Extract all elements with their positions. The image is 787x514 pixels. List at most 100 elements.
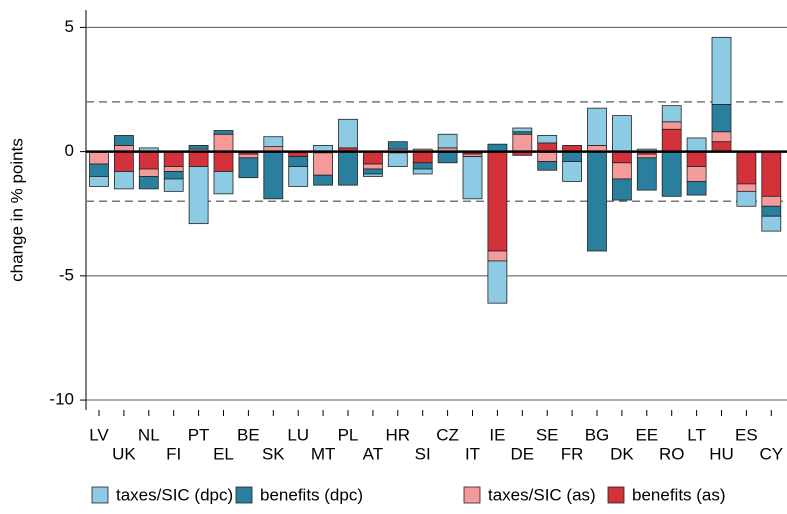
- bar-segment: [138, 151, 159, 170]
- x-tick-label: BE: [237, 425, 260, 444]
- bar-segment: [313, 152, 334, 176]
- bar-segment: [537, 142, 558, 153]
- x-tick-label: CY: [759, 444, 783, 463]
- x-tick-label: IT: [465, 444, 480, 463]
- bar-segment: [761, 195, 782, 207]
- bar-segment: [138, 168, 159, 177]
- x-tick-label: FI: [166, 444, 181, 463]
- x-tick-label: RO: [659, 444, 685, 463]
- x-tick-label: PT: [188, 425, 210, 444]
- bar-segment: [512, 133, 533, 153]
- x-tick-label: IE: [489, 425, 505, 444]
- x-tick-label: HU: [709, 444, 734, 463]
- bar-segment: [138, 176, 159, 190]
- x-tick-label: LT: [687, 425, 706, 444]
- bar-segment: [412, 168, 433, 175]
- bar-segment: [686, 166, 707, 182]
- bar-segment: [612, 151, 632, 164]
- bar-segment: [761, 205, 782, 217]
- legend-swatch: [91, 486, 109, 504]
- bar-segment: [661, 128, 682, 153]
- bar-segment: [89, 176, 109, 187]
- bar-segment: [188, 151, 209, 167]
- legend-swatch: [235, 486, 253, 504]
- legend-label: benefits (dpc): [260, 485, 363, 504]
- bar-segment: [537, 135, 558, 144]
- bar-segment: [188, 166, 209, 225]
- legend-label: benefits (as): [632, 485, 726, 504]
- bar-segment: [362, 173, 383, 177]
- bar-segment: [263, 151, 284, 200]
- x-tick-label: HR: [386, 425, 411, 444]
- x-tick-label: CZ: [436, 425, 459, 444]
- y-tick-label: -5: [59, 265, 74, 284]
- y-tick-label: 0: [65, 141, 74, 160]
- legend-label: taxes/SIC (as): [488, 485, 596, 504]
- bar-segment: [761, 151, 782, 197]
- bar-segment: [612, 178, 632, 201]
- bar-segment: [562, 151, 582, 162]
- y-tick-label: 5: [65, 17, 74, 36]
- bar-segment: [114, 171, 134, 190]
- bar-segment: [686, 137, 707, 153]
- y-axis-label: change in % points: [7, 138, 26, 282]
- bar-segment: [587, 107, 607, 146]
- x-tick-label: AT: [363, 444, 383, 463]
- x-tick-label: FR: [561, 444, 584, 463]
- bar-segment: [562, 161, 582, 182]
- bar-segment: [213, 171, 234, 195]
- bar-segment: [89, 151, 109, 165]
- bar-segment: [512, 127, 533, 133]
- bar-segment: [686, 151, 707, 167]
- bar-segment: [114, 151, 134, 172]
- x-tick-label: NL: [138, 425, 160, 444]
- bar-segment: [213, 133, 234, 153]
- bar-segment: [636, 157, 657, 191]
- bar-segment: [163, 171, 184, 180]
- bar-segment: [387, 152, 408, 167]
- x-tick-label: EE: [635, 425, 658, 444]
- x-tick-label: ES: [735, 425, 758, 444]
- bar-segment: [313, 174, 334, 186]
- x-tick-label: DK: [610, 444, 634, 463]
- bar-segment: [537, 161, 558, 171]
- y-tick-label: -10: [49, 390, 74, 409]
- legend-label: taxes/SIC (dpc): [116, 485, 233, 504]
- bar-segment: [338, 118, 358, 149]
- bar-segment: [362, 168, 383, 175]
- bar-segment: [362, 163, 383, 170]
- bar-segment: [238, 153, 259, 159]
- x-tick-label: SK: [262, 444, 285, 463]
- bar-segment: [736, 183, 757, 192]
- bar-segment: [761, 215, 782, 232]
- bar-segment: [711, 131, 732, 143]
- bar-segment: [437, 151, 458, 164]
- bar-segment: [263, 136, 284, 148]
- bar-segment: [288, 166, 309, 187]
- legend-swatch: [607, 486, 625, 504]
- bar-segment: [711, 104, 732, 133]
- x-tick-label: BG: [585, 425, 610, 444]
- bar-segment: [487, 260, 508, 304]
- legend-swatch: [463, 486, 481, 504]
- bar-segment: [387, 141, 408, 150]
- bar-segment: [686, 181, 707, 196]
- bar-segment: [114, 135, 134, 146]
- bar-segment: [711, 141, 732, 153]
- bar-segment: [537, 151, 558, 162]
- bar-segment: [213, 130, 234, 135]
- bar-segment: [661, 151, 682, 197]
- x-tick-label: LU: [287, 425, 309, 444]
- bar-segment: [288, 156, 309, 167]
- bar-segment: [636, 153, 657, 159]
- bar-segment: [213, 151, 234, 172]
- x-tick-label: SI: [415, 444, 431, 463]
- x-tick-label: DE: [510, 444, 534, 463]
- bar-segment: [163, 166, 184, 172]
- bar-segment: [487, 151, 508, 252]
- x-tick-label: PL: [338, 425, 359, 444]
- bar-segment: [612, 162, 632, 180]
- x-tick-label: MT: [311, 444, 336, 463]
- bar-segment: [238, 157, 259, 179]
